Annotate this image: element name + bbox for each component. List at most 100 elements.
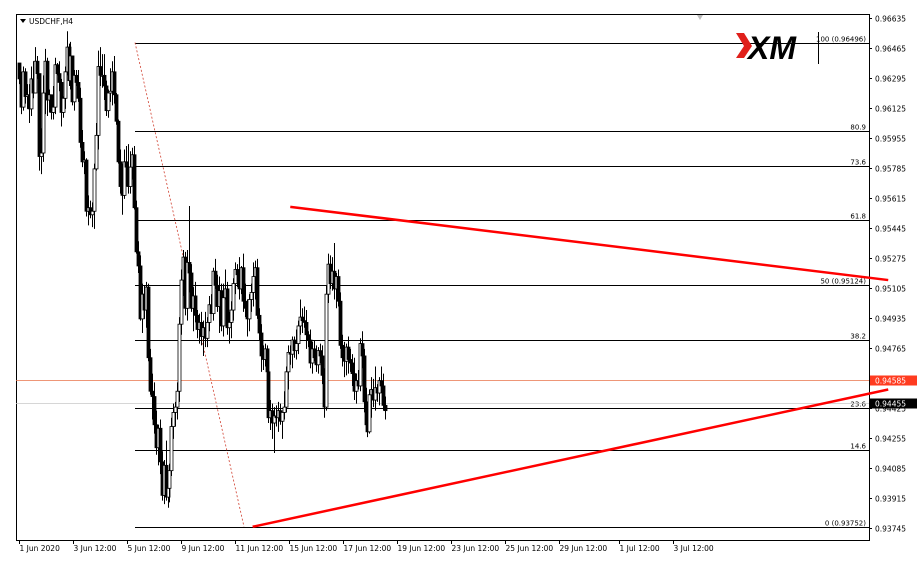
candle-bear xyxy=(235,269,240,276)
candle-bull xyxy=(231,283,236,311)
candle-bull xyxy=(128,166,133,187)
candle-bear xyxy=(112,71,117,96)
candle-bear xyxy=(350,362,355,374)
candle-bull xyxy=(171,412,176,427)
y-tick-label: 0.95955 xyxy=(875,135,906,144)
candle-bull xyxy=(249,292,254,300)
candle-bull xyxy=(106,92,111,112)
candle-bear xyxy=(35,60,40,74)
candle-bear xyxy=(259,332,264,357)
candle-bull xyxy=(284,371,289,408)
x-tick-label: 1 Jul 12:00 xyxy=(620,544,660,553)
candle-bear xyxy=(45,60,50,101)
candle-bear xyxy=(362,355,367,403)
y-tick-label: 0.94765 xyxy=(875,345,906,354)
price-axis[interactable]: 0.96635 0.96465 0.96295 0.96125 0.95955 0.957… xyxy=(869,15,906,534)
candle-bear xyxy=(338,300,343,346)
candle-bear xyxy=(80,142,85,163)
candle-bull xyxy=(229,309,234,323)
candle-bear xyxy=(320,355,325,376)
candle-bear xyxy=(241,267,246,302)
candle-bull xyxy=(169,426,174,472)
candle-bull xyxy=(72,74,77,103)
candle-bear xyxy=(381,385,386,406)
plot-frame xyxy=(16,14,870,541)
upper-trendline[interactable] xyxy=(290,205,889,282)
candle-bear xyxy=(193,295,198,316)
y-tick-label: 0.96635 xyxy=(875,15,906,24)
candle-bear xyxy=(257,314,262,334)
fibonacci-retracement[interactable]: 100 (0.96496) 80.9 73.6 61.8 50 (0.95124) 38.… xyxy=(16,36,869,528)
x-tick-label: 23 Jun 12:00 xyxy=(452,544,500,553)
x-tick-label: 3 Jun 12:00 xyxy=(74,544,117,553)
candle-bear xyxy=(312,348,317,359)
candle-bear xyxy=(98,66,103,76)
x-tick-label: 5 Jun 12:00 xyxy=(128,544,171,553)
candle-bull xyxy=(179,279,184,325)
candle-bull xyxy=(92,168,97,212)
y-tick-label: 0.93915 xyxy=(875,495,906,504)
candle-bull xyxy=(282,406,287,413)
x-tick-label: 19 Jun 12:00 xyxy=(398,544,446,553)
candle-bear xyxy=(84,159,89,212)
candle-bear xyxy=(136,251,141,267)
candle-bear xyxy=(306,334,311,341)
xm-logo-text: XM xyxy=(746,30,797,66)
candle-bull xyxy=(61,97,66,113)
candle-bull xyxy=(227,322,232,329)
candle-bear xyxy=(76,82,81,99)
candle-bear xyxy=(146,286,151,359)
bid-price-badge-text: 0.94585 xyxy=(875,377,906,386)
candle-bear xyxy=(346,346,351,360)
candle-bear xyxy=(57,73,62,83)
x-tick-label: 1 Jun 2020 xyxy=(20,544,61,553)
x-tick-label: 25 Jun 12:00 xyxy=(506,544,554,553)
y-tick-label: 0.95445 xyxy=(875,225,906,234)
time-axis[interactable]: 1 Jun 2020 3 Jun 12:00 5 Jun 12:00 9 Jun 12… xyxy=(19,540,714,553)
candle-bull xyxy=(280,412,285,422)
candle-bull xyxy=(296,325,301,344)
candle-bull xyxy=(294,343,299,352)
candle-bear xyxy=(360,343,365,357)
fib-level-label: 0 (0.93752) xyxy=(825,520,866,528)
candle-bear xyxy=(379,380,384,387)
fib-level-label: 38.2 xyxy=(850,333,866,341)
x-tick-label: 29 Jun 12:00 xyxy=(560,544,608,553)
y-tick-label: 0.96125 xyxy=(875,105,906,114)
x-tick-label: 11 Jun 12:00 xyxy=(236,544,284,553)
y-tick-label: 0.95615 xyxy=(875,195,906,204)
candle-bull xyxy=(39,152,44,157)
candle-bear xyxy=(132,154,137,209)
candle-bear xyxy=(116,120,121,163)
candle-bear xyxy=(383,404,388,412)
candle-bull xyxy=(90,210,95,216)
candle-bear xyxy=(17,62,22,80)
candle-bull xyxy=(247,299,252,320)
candle-bull xyxy=(205,322,210,339)
candle-bear xyxy=(300,316,305,322)
lower-trendline[interactable] xyxy=(252,388,889,528)
candle-bear xyxy=(304,322,309,336)
triangle-trendlines[interactable] xyxy=(252,205,889,528)
y-tick-label: 0.94935 xyxy=(875,315,906,324)
candle-bear xyxy=(187,262,192,274)
candle-bear xyxy=(336,276,341,302)
symbol-label: USDCHF,H4 xyxy=(29,17,73,26)
x-tick-label: 3 Jul 12:00 xyxy=(674,544,714,553)
candle-bull xyxy=(177,323,182,392)
shift-marker-icon[interactable] xyxy=(697,15,703,20)
x-tick-label: 15 Jun 12:00 xyxy=(290,544,338,553)
candle-bear xyxy=(266,371,271,419)
candle-bull xyxy=(251,276,256,293)
price-badges: 0.94585 0.94455 xyxy=(870,375,917,409)
fib-level-label: 50 (0.95124) xyxy=(820,278,866,286)
candle-bear xyxy=(158,427,163,463)
candle-bull xyxy=(367,394,372,433)
candle-bear xyxy=(37,73,42,157)
candle-bear xyxy=(348,359,353,364)
y-tick-label: 0.94085 xyxy=(875,465,906,474)
y-tick-label: 0.94255 xyxy=(875,435,906,444)
chevron-down-icon[interactable] xyxy=(20,19,26,23)
